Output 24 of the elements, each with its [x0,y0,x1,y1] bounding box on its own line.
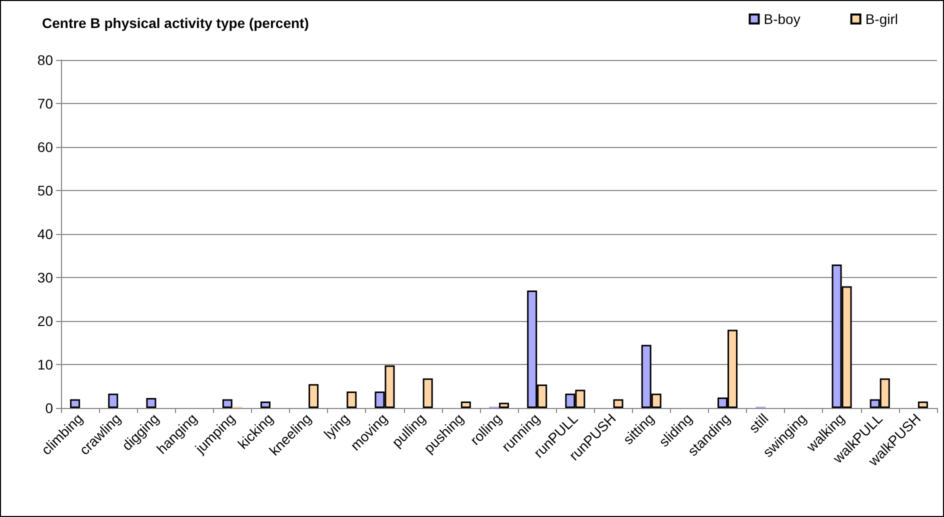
bar [918,401,928,408]
y-tick-label: 30 [37,270,54,286]
bar [70,399,80,408]
y-tick-label: 60 [37,139,54,155]
y-tick-label: 20 [37,313,54,329]
bar [222,399,232,408]
y-tick-label: 70 [37,96,54,112]
chart-title: Centre B physical activity type (percent) [42,15,309,31]
bar [422,378,433,408]
y-tick-label: 40 [37,226,54,242]
bar [260,401,270,408]
bar [108,394,118,408]
y-tick-label: 0 [45,400,54,416]
legend-label: B-girl [865,11,898,27]
bar [308,384,319,408]
legend-label: B-boy [764,11,800,27]
y-tick-label: 50 [37,182,54,198]
bar [460,401,471,408]
bar [499,402,509,408]
y-tick-label: 10 [37,356,54,372]
bar [613,399,624,408]
bar [346,391,357,408]
bar [146,398,156,408]
y-tick-label: 80 [37,52,54,68]
